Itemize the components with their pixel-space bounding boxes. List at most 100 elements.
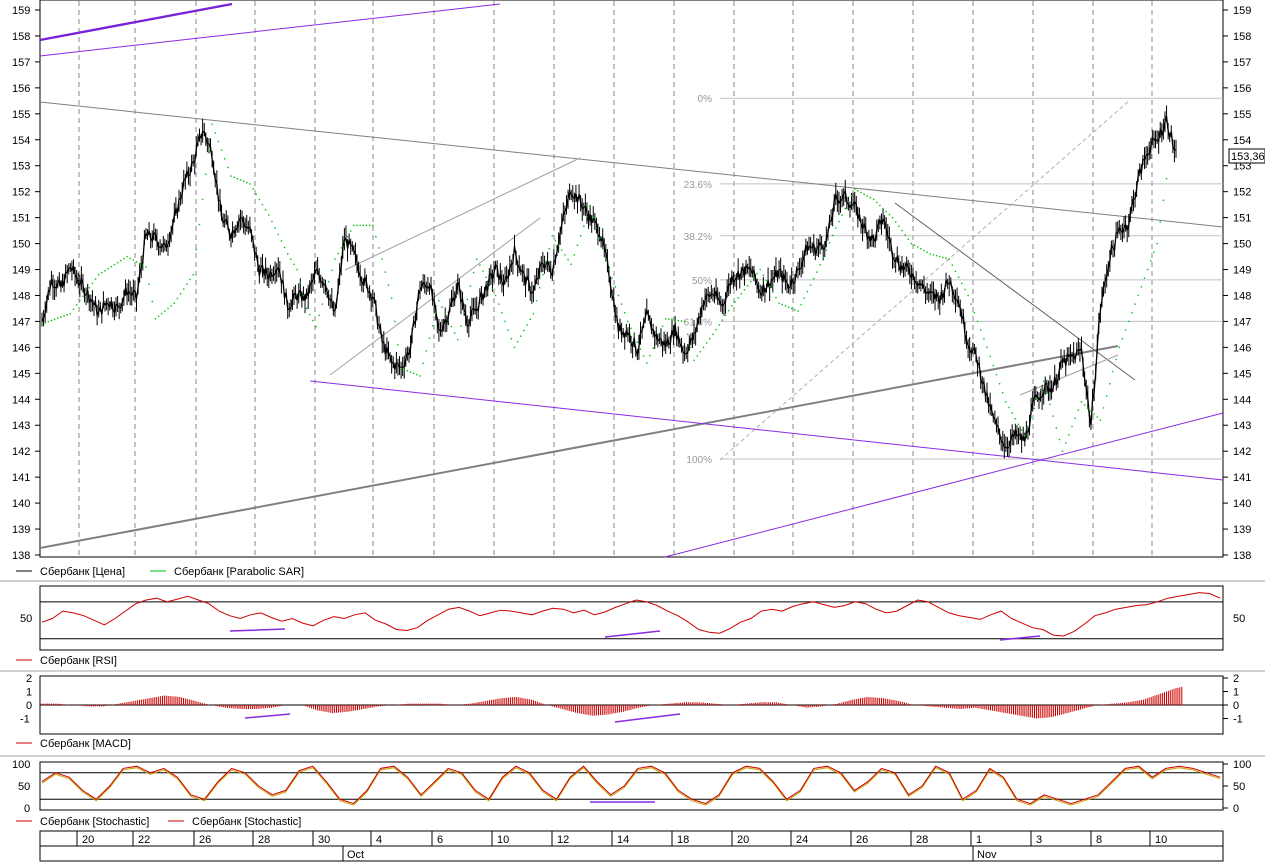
- legend-item-rsi: Сбербанк [RSI]: [40, 655, 117, 667]
- sar-point: [819, 264, 821, 266]
- sar-point: [750, 280, 752, 283]
- sar-point: [104, 269, 106, 272]
- stochastic-signal-series: [41, 767, 1221, 806]
- sar-point: [1008, 406, 1010, 409]
- sar-point: [1058, 438, 1061, 441]
- sar-point: [491, 288, 494, 291]
- day-label: 20: [737, 834, 749, 846]
- day-label: 28: [916, 834, 928, 846]
- sar-point: [476, 258, 478, 260]
- sar-point: [384, 271, 387, 273]
- sar-point: [557, 244, 560, 247]
- sar-point: [642, 355, 645, 357]
- sar-point: [554, 239, 557, 242]
- sar-point: [375, 235, 377, 238]
- stochastic-series: [41, 765, 1221, 805]
- rsi-series: [41, 592, 1221, 637]
- sar-point: [387, 284, 390, 286]
- sar-point: [186, 283, 188, 285]
- sar-point: [170, 305, 172, 307]
- sar-point: [595, 227, 598, 229]
- sar-point: [501, 312, 503, 314]
- sar-point: [224, 158, 226, 160]
- sar-point: [617, 294, 620, 297]
- sar-point: [854, 188, 856, 190]
- day-label: 1: [976, 834, 982, 846]
- macd-y-tick-label: -1: [20, 714, 30, 726]
- sar-point: [535, 299, 538, 302]
- sar-point: [696, 355, 698, 357]
- last-price-marker: 153,36: [1228, 148, 1265, 164]
- legend-item-price: Сбербанк [Цена]: [40, 566, 125, 578]
- sar-point: [123, 257, 125, 260]
- sar-point: [268, 214, 270, 216]
- sar-point: [964, 288, 966, 291]
- y-tick-label: 154: [1233, 135, 1251, 147]
- day-label: 26: [856, 834, 868, 846]
- sar-point: [1024, 434, 1026, 437]
- sar-point: [1128, 320, 1130, 323]
- sar-point: [403, 368, 405, 371]
- sar-point: [737, 297, 739, 299]
- y-tick-label: 149: [1233, 265, 1251, 277]
- sar-point: [901, 229, 903, 232]
- y-tick-label: 139: [1233, 524, 1251, 536]
- sar-point: [1150, 260, 1152, 262]
- sar-point: [759, 268, 761, 271]
- sar-point: [261, 203, 264, 206]
- sar-point: [520, 335, 522, 337]
- sar-point: [932, 254, 935, 256]
- sar-point: [715, 328, 717, 331]
- sar-point: [882, 207, 884, 210]
- macd-y-tick-label: 1: [26, 687, 32, 699]
- stochastic-y-tick-label: 0: [1233, 803, 1239, 815]
- month-label-oct: Oct: [347, 849, 364, 861]
- fib-level-label: 23.6%: [684, 180, 712, 191]
- sar-point: [264, 209, 267, 211]
- sar-point: [346, 235, 349, 238]
- sar-point: [529, 318, 531, 320]
- sar-point: [828, 242, 831, 244]
- fib-level-label: 50%: [692, 276, 712, 287]
- sar-point: [579, 235, 582, 237]
- y-tick-label: 159: [12, 5, 30, 17]
- y-tick-label: 156: [12, 83, 30, 95]
- sar-point: [872, 198, 875, 201]
- sar-point: [1131, 312, 1133, 314]
- sar-point: [498, 303, 500, 305]
- sar-point: [945, 257, 947, 259]
- channel-line-3: [1019, 354, 1119, 396]
- y-tick-label: 150: [12, 239, 30, 251]
- sar-point: [775, 296, 777, 299]
- day-labels: 20 22 26 28 30 4 6 10 12 14 18 20 24 26 28 1 3 8 10: [76, 831, 1167, 846]
- macd-y-tick-label: 0: [26, 700, 32, 712]
- sar-point: [296, 268, 298, 271]
- day-label: 6: [437, 834, 443, 846]
- sar-point: [1033, 407, 1035, 410]
- sar-point: [781, 303, 783, 306]
- y-tick-label: 145: [1233, 368, 1251, 380]
- sar-point: [419, 375, 421, 377]
- sar-point: [998, 383, 1001, 385]
- sar-point: [542, 274, 544, 276]
- macd-y-tick-label: 2: [1233, 673, 1239, 685]
- sar-point: [157, 315, 160, 317]
- y-tick-label: 144: [12, 394, 30, 406]
- sar-point: [913, 244, 916, 247]
- sar-point: [91, 282, 94, 285]
- sar-point: [416, 373, 418, 376]
- sar-point: [765, 280, 768, 282]
- sar-point: [1162, 199, 1165, 202]
- y-tick-label: 140: [12, 498, 30, 510]
- sar-point: [724, 314, 727, 317]
- sar-point: [280, 240, 283, 242]
- sar-point: [627, 320, 629, 323]
- sar-point: [1068, 434, 1070, 436]
- sar-point: [957, 276, 960, 279]
- rsi-divergence-line-1: [229, 628, 286, 632]
- sar-point: [236, 177, 238, 180]
- sar-point: [705, 342, 708, 344]
- sar-point: [1071, 425, 1073, 428]
- sar-point: [809, 284, 812, 286]
